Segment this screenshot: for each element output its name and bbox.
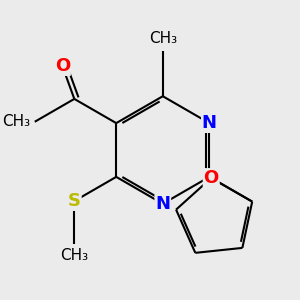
Text: O: O xyxy=(55,57,70,75)
Text: CH₃: CH₃ xyxy=(2,114,30,129)
Text: S: S xyxy=(68,192,81,210)
Text: O: O xyxy=(204,169,219,187)
Text: CH₃: CH₃ xyxy=(149,31,177,46)
Text: N: N xyxy=(202,114,217,132)
Text: N: N xyxy=(155,195,170,213)
Text: CH₃: CH₃ xyxy=(60,248,88,263)
